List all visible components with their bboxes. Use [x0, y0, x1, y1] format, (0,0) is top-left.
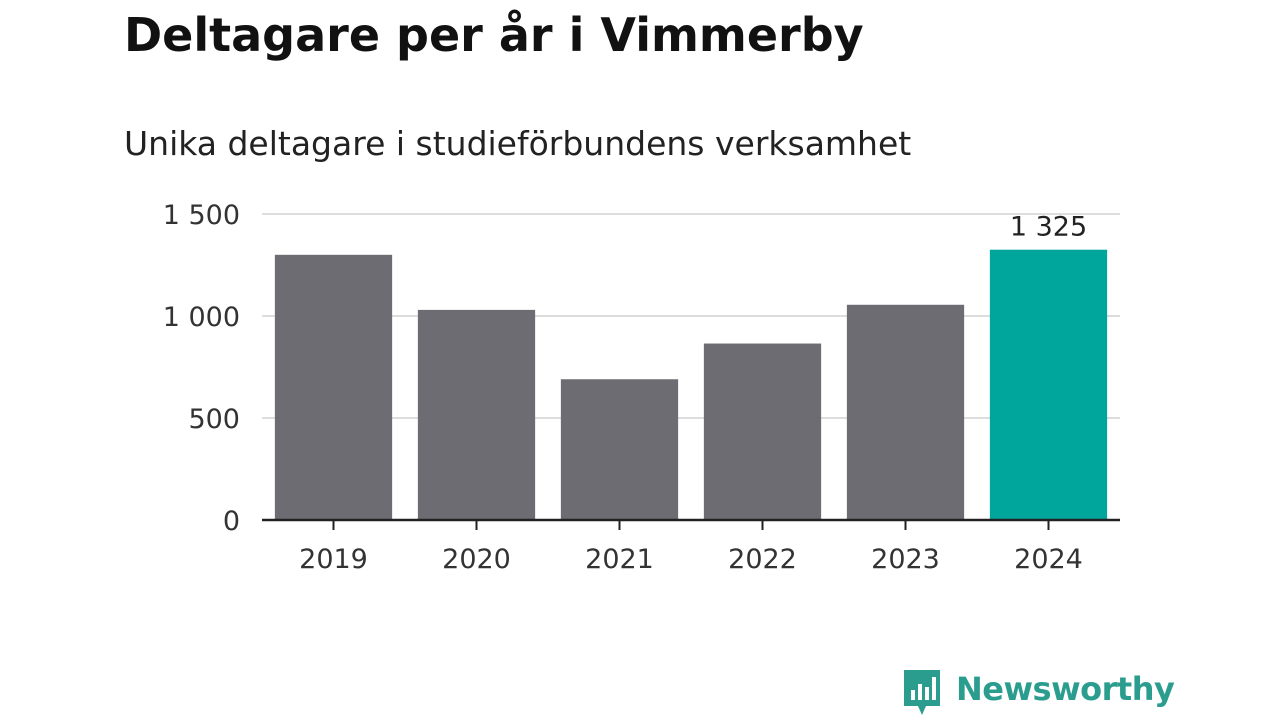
x-tick-label: 2024: [1014, 544, 1083, 575]
bar-chart: 0 500 1 000 1 500 2019 2020 2021 2022 2023 2024 1 …: [163, 200, 1120, 575]
bar-chart-speech-bubble-icon: [904, 670, 940, 715]
x-tick-label: 2021: [585, 544, 654, 575]
newsworthy-logo: Newsworthy: [902, 668, 1175, 720]
brand-name: Newsworthy: [956, 670, 1175, 708]
bar-2019: [274, 254, 393, 521]
y-tick-label: 1 000: [163, 302, 240, 333]
x-axis: [262, 518, 1120, 530]
bars: [274, 249, 1108, 521]
data-label-2024: 1 325: [1010, 212, 1087, 243]
bar-2023: [846, 304, 965, 520]
y-tick-label: 500: [188, 404, 240, 435]
bar-2020: [417, 309, 536, 520]
bar-2021: [560, 379, 679, 520]
labels: 0 500 1 000 1 500 2019 2020 2021 2022 2023 2024 1 …: [163, 200, 1087, 575]
bar-2022: [703, 343, 822, 520]
x-tick-label: 2023: [871, 544, 940, 575]
y-tick-label: 0: [223, 506, 240, 537]
x-tick-label: 2020: [442, 544, 511, 575]
gridlines: [262, 213, 1120, 419]
x-tick-label: 2022: [728, 544, 797, 575]
bar-2024: [989, 249, 1108, 520]
y-tick-label: 1 500: [163, 200, 240, 231]
x-tick-label: 2019: [299, 544, 368, 575]
chart-subtitle: Unika deltagare i studieförbundens verks…: [124, 124, 912, 163]
chart-title: Deltagare per år i Vimmerby: [124, 8, 864, 62]
